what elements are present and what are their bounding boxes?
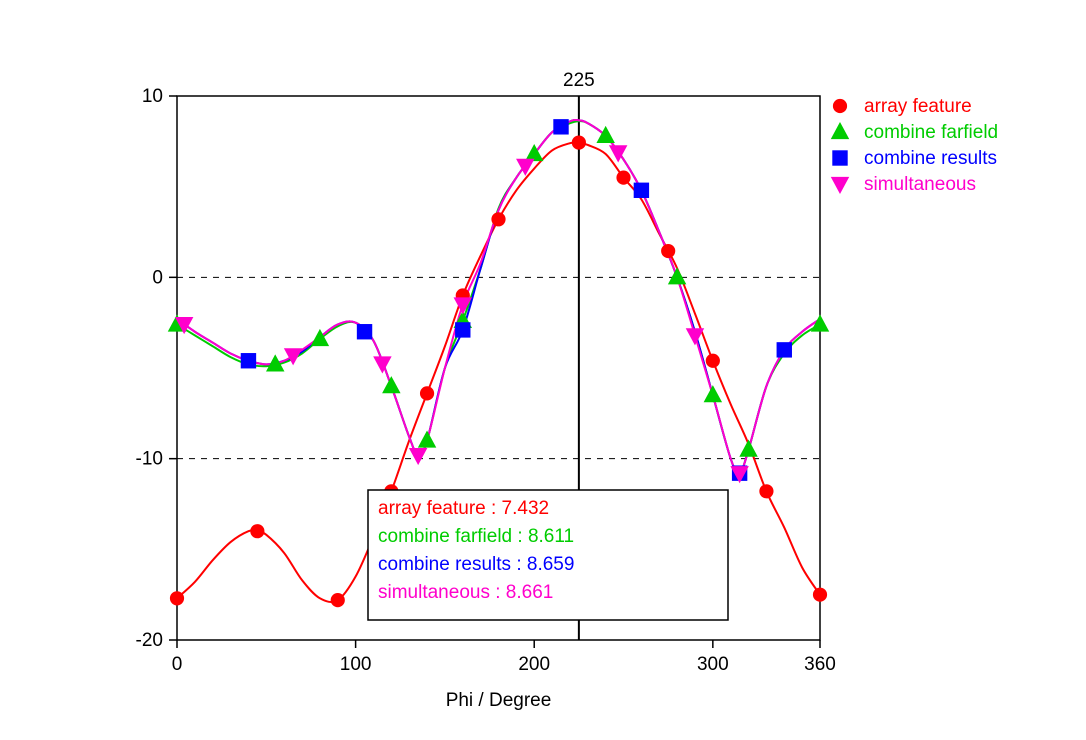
value-box-item-combine_farfield: combine farfield : 8.611	[378, 526, 574, 547]
legend-item-array_feature: array feature	[864, 96, 972, 117]
marker-line-label: 225	[563, 70, 595, 91]
y-tick-label: -20	[136, 630, 163, 651]
x-tick-label: 360	[804, 654, 836, 675]
y-tick-label: 10	[142, 86, 163, 107]
x-tick-label: 0	[172, 654, 183, 675]
x-axis-label: Phi / Degree	[446, 690, 552, 711]
legend-item-combine_farfield: combine farfield	[864, 122, 998, 143]
legend-item-simultaneous: simultaneous	[864, 174, 976, 195]
chart-container: 0 100 200 300 360 -20 -10 0 10 Phi / Degree 225 arr…	[0, 0, 1086, 740]
value-box-item-simultaneous: simultaneous : 8.661	[378, 582, 553, 603]
y-tick-label: 0	[152, 267, 163, 288]
y-tick-label: -10	[136, 449, 163, 470]
value-box-item-array_feature: array feature : 7.432	[378, 498, 549, 519]
line-chart: 0 100 200 300 360 -20 -10 0 10 Phi / Degree 225 arr…	[0, 0, 1086, 740]
value-box-item-combine_results: combine results : 8.659	[378, 554, 574, 575]
x-tick-label: 100	[340, 654, 372, 675]
x-tick-label: 300	[697, 654, 729, 675]
x-tick-label: 200	[518, 654, 550, 675]
legend-item-combine_results: combine results	[864, 148, 997, 169]
